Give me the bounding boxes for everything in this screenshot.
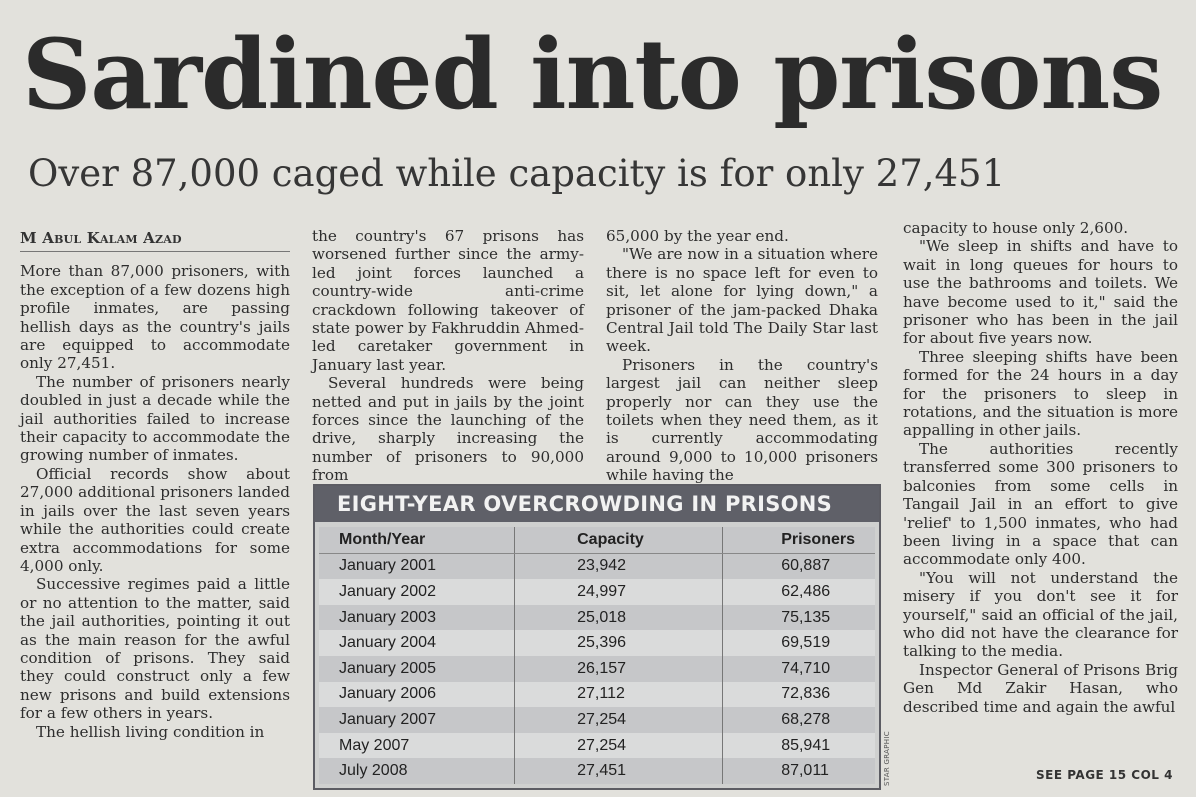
paragraph: Several hundreds were being netted and p… <box>312 374 584 485</box>
paragraph: Prisoners in the country's largest jail … <box>606 355 878 485</box>
cell-prisoners: 68,278 <box>722 707 875 733</box>
paragraph: 65,000 by the year end. <box>606 227 789 245</box>
cell-capacity: 27,254 <box>514 732 724 759</box>
cell-prisoners: 72,836 <box>722 681 875 708</box>
cell-month-year: July 2008 <box>319 758 516 784</box>
graphic-credit: STAR GRAPHIC <box>883 731 891 786</box>
paragraph: More than 87,000 prisoners, with the exc… <box>20 262 290 373</box>
cell-capacity: 27,254 <box>514 707 724 733</box>
header-prisoners: Prisoners <box>722 527 875 554</box>
table-row: January 2005 26,157 74,710 <box>319 655 875 682</box>
table-header-row: Month/Year Capacity Prisoners <box>319 527 875 554</box>
paragraph: "We are now in a situation where there i… <box>606 245 878 356</box>
paragraph: Official records show about 27,000 addit… <box>20 464 290 575</box>
cell-prisoners: 85,941 <box>722 732 875 759</box>
cell-month-year: January 2001 <box>319 553 516 580</box>
table-row: January 2006 27,112 72,836 <box>319 681 875 708</box>
overcrowding-table-box: EIGHT-YEAR OVERCROWDING IN PRISONS Month… <box>313 484 881 790</box>
table-row: January 2007 27,254 68,278 <box>319 707 875 733</box>
cell-prisoners: 87,011 <box>722 758 875 784</box>
article-column-3: 65,000 by the year end. "We are now in a… <box>606 227 878 485</box>
cell-prisoners: 69,519 <box>722 630 875 656</box>
cell-month-year: January 2006 <box>319 681 516 708</box>
paragraph: Successive regimes paid a little or no a… <box>20 575 290 723</box>
cell-month-year: May 2007 <box>319 732 516 759</box>
cell-capacity: 27,451 <box>514 758 724 784</box>
cell-month-year: January 2002 <box>319 579 516 605</box>
paragraph: The number of prisoners nearly doubled i… <box>20 372 290 465</box>
article-column-4: capacity to house only 2,600. "We sleep … <box>903 219 1178 716</box>
overcrowding-table: Month/Year Capacity Prisoners January 20… <box>319 527 875 784</box>
cell-month-year: January 2007 <box>319 707 516 733</box>
subheadline: Over 87,000 caged while capacity is for … <box>28 152 1006 195</box>
byline: M Abul Kalam Azad <box>20 229 290 253</box>
table-title: EIGHT-YEAR OVERCROWDING IN PRISONS <box>315 486 879 522</box>
cell-prisoners: 62,486 <box>722 579 875 605</box>
cell-prisoners: 75,135 <box>722 604 875 631</box>
article-column-1: M Abul Kalam Azad More than 87,000 priso… <box>20 229 290 741</box>
paragraph: The authorities recently transferred som… <box>903 439 1178 569</box>
table-row: May 2007 27,254 85,941 <box>319 732 875 759</box>
table-row: January 2003 25,018 75,135 <box>319 604 875 631</box>
paragraph: the country's 67 prisons has worsened fu… <box>312 227 584 374</box>
cell-capacity: 26,157 <box>514 655 724 682</box>
cell-month-year: January 2004 <box>319 630 516 656</box>
continuation-note: SEE PAGE 15 COL 4 <box>1036 768 1173 782</box>
cell-month-year: January 2003 <box>319 604 516 631</box>
cell-capacity: 23,942 <box>514 553 724 580</box>
cell-capacity: 27,112 <box>514 681 724 708</box>
cell-prisoners: 74,710 <box>722 655 875 682</box>
cell-capacity: 25,018 <box>514 604 724 631</box>
paragraph: Inspector General of Prisons Brig Gen Md… <box>903 660 1178 716</box>
header-month-year: Month/Year <box>319 527 516 554</box>
paragraph: Three sleeping shifts have been formed f… <box>903 347 1178 440</box>
paragraph: "We sleep in shifts and have to wait in … <box>903 237 1178 348</box>
cell-month-year: January 2005 <box>319 655 516 682</box>
table-row: January 2004 25,396 69,519 <box>319 630 875 656</box>
cell-capacity: 25,396 <box>514 630 724 656</box>
table-body: January 2001 23,942 60,887 January 2002 24,9… <box>319 553 875 784</box>
paragraph: The hellish living condition in <box>36 722 265 741</box>
table-row: January 2001 23,942 60,887 <box>319 553 875 580</box>
cell-capacity: 24,997 <box>514 579 724 605</box>
paragraph: capacity to house only 2,600. <box>903 219 1129 237</box>
header-capacity: Capacity <box>514 527 724 554</box>
cell-prisoners: 60,887 <box>722 553 875 580</box>
headline: Sardined into prisons <box>22 18 1163 131</box>
paragraph: "You will not understand the misery if y… <box>903 568 1178 661</box>
table-row: January 2002 24,997 62,486 <box>319 579 875 605</box>
table-row: July 2008 27,451 87,011 <box>319 758 875 784</box>
article-column-2: the country's 67 prisons has worsened fu… <box>312 227 584 485</box>
